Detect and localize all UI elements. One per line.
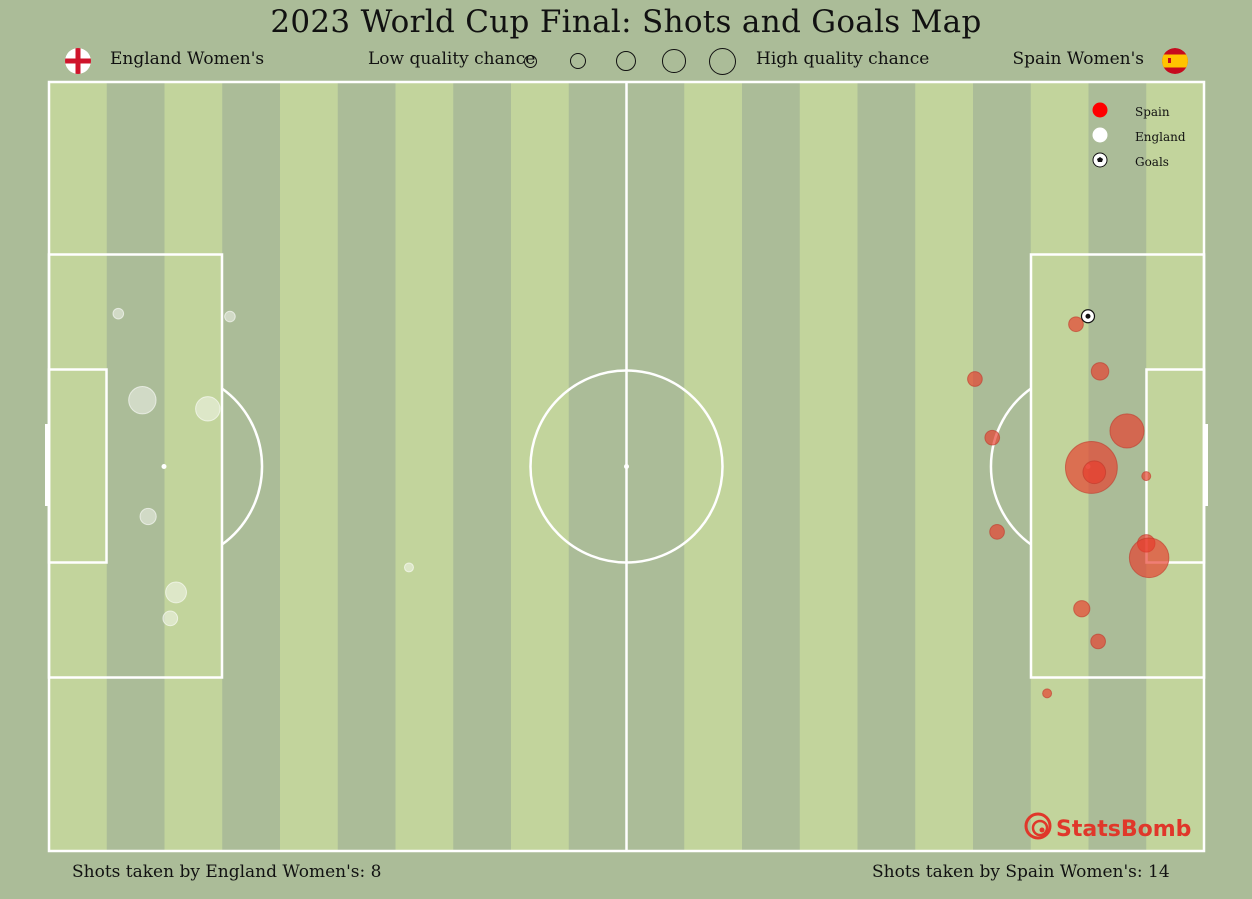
shot-point-spain — [1073, 600, 1091, 618]
shot-point-spain — [989, 524, 1005, 540]
shot-point-england — [165, 581, 187, 604]
shot-point-spain — [1109, 413, 1145, 449]
shot-point-england — [403, 562, 414, 573]
team-left-name: England Women's — [110, 49, 265, 69]
pitch-stripe — [164, 82, 223, 851]
goal-left — [45, 424, 49, 506]
shot-point-spain — [1141, 471, 1152, 482]
size-legend-circle — [616, 51, 636, 71]
spain-shot-count: Shots taken by Spain Women's: 14 — [872, 862, 1170, 882]
penalty-arc-right — [989, 387, 1032, 546]
high-quality-label: High quality chance — [756, 49, 930, 69]
statsbomb-logo-text: StatsBomb — [1056, 817, 1191, 842]
legend-label-spain: Spain — [1135, 105, 1170, 119]
england-flag-icon — [65, 48, 91, 74]
team-right-name: Spain Women's — [1012, 49, 1144, 69]
shot-point-spain — [1128, 537, 1170, 579]
pitch-stripe — [1146, 82, 1204, 851]
shot-point-spain — [1042, 688, 1053, 699]
statsbomb-logo-icon: StatsBomb — [1024, 812, 1191, 842]
shot-point-spain — [1082, 460, 1107, 485]
size-legend-circle — [523, 54, 537, 68]
legend-label-goals: Goals — [1135, 155, 1169, 169]
shot-point-england — [162, 610, 179, 627]
pitch-stripe — [280, 82, 338, 851]
legend-marker-goals-ball-icon — [1092, 152, 1108, 168]
shot-point-spain — [1068, 316, 1084, 333]
legend-marker-england — [1092, 127, 1108, 143]
shot-point-spain — [967, 371, 983, 387]
pitch-stripe — [395, 82, 454, 851]
size-legend-circle — [662, 49, 686, 73]
spain-flag-icon — [1162, 48, 1188, 74]
pitch-stripe — [511, 82, 569, 851]
chart-legend: Spain England Goals — [1092, 102, 1186, 169]
pitch-stripe — [49, 82, 107, 851]
chart-title: 2023 World Cup Final: Shots and Goals Ma… — [270, 4, 982, 40]
centre-spot — [624, 464, 629, 469]
shot-point-spain — [984, 429, 1001, 446]
shot-point-england — [112, 307, 125, 320]
pitch-stripe — [799, 82, 858, 851]
england-shot-count: Shots taken by England Women's: 8 — [72, 862, 382, 882]
goal-ball-icon — [1080, 309, 1096, 324]
pitch-stripe — [684, 82, 742, 851]
shot-point-england — [128, 385, 157, 415]
centre-circle — [529, 369, 724, 564]
size-legend-circle — [708, 47, 736, 75]
pitch-stripe — [915, 82, 973, 851]
legend-marker-spain — [1092, 102, 1108, 118]
shot-point-spain — [1090, 633, 1106, 650]
size-legend-circle — [569, 52, 587, 70]
legend-label-england: England — [1135, 130, 1186, 144]
penalty-spot-left — [161, 464, 167, 469]
goal-right — [1204, 424, 1208, 506]
shot-point-spain — [1090, 362, 1110, 381]
shot-point-england — [195, 396, 221, 422]
shot-point-england — [139, 507, 157, 526]
shot-point-england — [224, 310, 236, 323]
low-quality-label: Low quality chance — [368, 49, 536, 69]
penalty-arc-left — [221, 387, 264, 546]
